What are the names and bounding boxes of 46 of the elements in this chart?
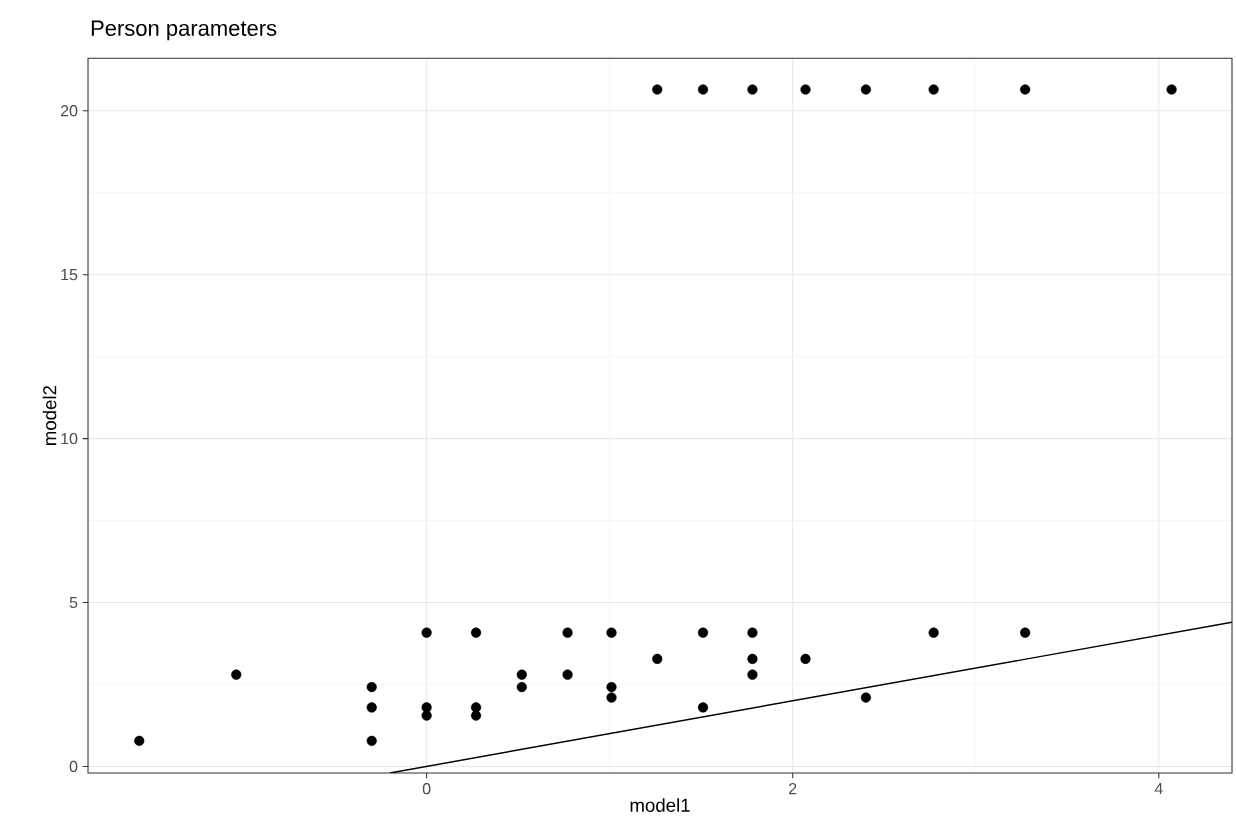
point	[606, 692, 617, 703]
point	[606, 627, 617, 638]
point	[928, 627, 939, 638]
point	[697, 627, 709, 638]
point	[747, 84, 758, 95]
y-tick-label: 5	[69, 596, 78, 609]
point	[606, 682, 617, 693]
y-tick-label: 20	[60, 105, 78, 117]
point	[697, 84, 709, 95]
point	[134, 735, 145, 746]
point	[860, 84, 871, 95]
x-tick-label: 0	[422, 783, 431, 795]
point	[747, 653, 758, 664]
point	[366, 682, 377, 693]
point	[928, 84, 939, 95]
y-axis-title: model2	[42, 385, 57, 446]
point	[1020, 84, 1031, 95]
x-tick-label: 4	[1154, 783, 1163, 795]
point	[562, 669, 573, 680]
point	[1166, 84, 1177, 95]
point	[516, 669, 527, 680]
y-tick-label: 0	[69, 760, 78, 773]
chart-title: Person parameters	[91, 20, 277, 41]
point	[470, 627, 482, 638]
point	[747, 669, 758, 680]
point	[421, 710, 432, 721]
point	[562, 627, 573, 638]
y-tick-label: 15	[61, 269, 78, 281]
point	[366, 735, 377, 746]
point	[421, 627, 432, 638]
point	[421, 702, 432, 713]
point	[366, 702, 377, 713]
point	[516, 682, 527, 693]
point	[1020, 627, 1031, 638]
point	[747, 627, 758, 638]
point	[652, 84, 663, 95]
point	[800, 84, 811, 95]
x-axis-title: model1	[630, 798, 690, 812]
x-tick-label: 2	[789, 783, 797, 795]
point	[860, 692, 871, 703]
point	[652, 653, 663, 664]
point	[470, 710, 482, 721]
point	[697, 702, 709, 713]
y-tick-label: 10	[61, 432, 78, 445]
point	[800, 653, 811, 664]
point	[231, 669, 242, 680]
